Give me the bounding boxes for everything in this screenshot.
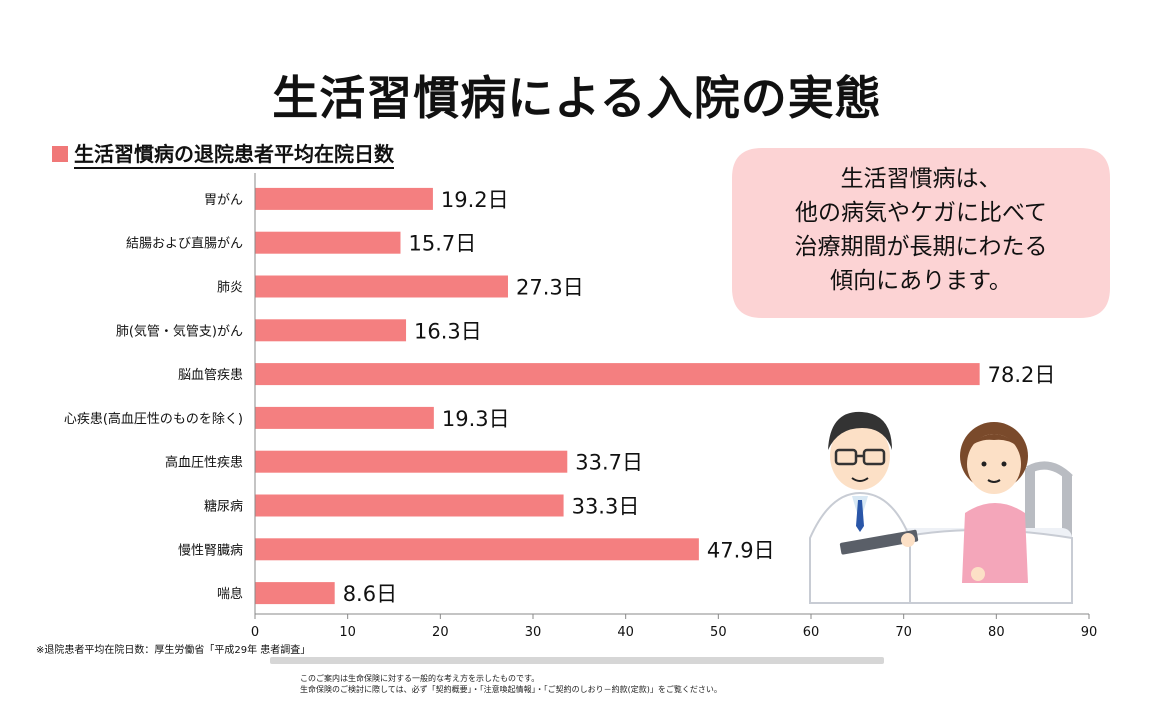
x-tick-label: 10 <box>339 625 356 640</box>
category-label: 慢性腎臓病 <box>178 542 243 558</box>
category-label: 結腸および直腸がん <box>126 237 243 252</box>
bar <box>255 538 699 561</box>
data-label: 33.7日 <box>575 451 643 475</box>
data-label: 78.2日 <box>988 363 1056 387</box>
category-label: 高血圧性疾患 <box>165 455 243 471</box>
source-note: ※退院患者平均在院日数：厚生労働省「平成29年 患者調査」 <box>36 645 311 656</box>
chart-subtitle: 生活習慣病の退院患者平均在院日数 <box>52 138 394 169</box>
bar <box>255 363 980 386</box>
category-label: 胃がん <box>204 193 243 208</box>
category-label: 喘息 <box>217 586 243 602</box>
category-label: 心疾患(高血圧性のものを除く) <box>64 411 243 427</box>
data-label: 16.3日 <box>414 319 482 343</box>
x-tick-label: 90 <box>1081 625 1098 640</box>
bar <box>255 450 568 473</box>
x-tick-label: 60 <box>803 625 820 640</box>
bar <box>255 231 401 254</box>
x-tick-label: 80 <box>988 625 1005 640</box>
data-label: 8.6日 <box>343 582 397 606</box>
page-title: 生活習慣病による入院の実態 <box>272 71 882 125</box>
data-label: 47.9日 <box>707 538 775 562</box>
disclaimer-line: 生命保険のご検討に際しては、必ず「契約概要」・「注意喚起情報」・「ご契約のしおり… <box>300 685 722 694</box>
category-label: 肺炎 <box>217 281 243 296</box>
chart-subtitle-text: 生活習慣病の退院患者平均在院日数 <box>74 142 394 169</box>
x-tick-label: 20 <box>432 625 449 640</box>
disclaimer-line: このご案内は生命保険に対する一般的な考え方を示したものです。 <box>300 674 540 683</box>
category-label: 糖尿病 <box>204 499 243 515</box>
callout-line: 治療期間が長期にわたる <box>794 234 1048 260</box>
speech-bubble <box>732 148 1110 318</box>
data-label: 33.3日 <box>572 495 640 519</box>
data-label: 19.2日 <box>441 188 509 212</box>
data-label: 19.3日 <box>442 407 510 431</box>
bar <box>255 275 508 298</box>
callout-text: 生活習慣病は、 他の病気やケガに比べて 治療期間が長期にわたる 傾向にあります。 <box>740 162 1102 298</box>
category-label: 肺(気管・気管支)がん <box>116 323 243 339</box>
x-tick-label: 30 <box>525 625 542 640</box>
bar <box>255 494 564 517</box>
bar <box>255 319 407 342</box>
bar <box>255 406 434 429</box>
bar <box>255 187 433 210</box>
x-tick-label: 50 <box>710 625 727 640</box>
square-bullet-icon <box>52 146 68 162</box>
x-tick-label: 40 <box>617 625 634 640</box>
doctor-patient-illustration <box>809 411 1073 604</box>
callout-line: 生活習慣病は、 <box>840 166 1002 192</box>
data-label: 27.3日 <box>516 276 584 300</box>
disclaimer: このご案内は生命保険に対する一般的な考え方を示したものです。 生命保険のご検討に… <box>300 673 722 695</box>
callout-line: 傾向にあります。 <box>830 268 1012 294</box>
callout-line: 他の病気やケガに比べて <box>794 200 1048 226</box>
horizontal-scrollbar[interactable] <box>270 657 884 664</box>
bar <box>255 582 335 605</box>
x-tick-label: 0 <box>251 625 259 640</box>
category-label: 脳血管疾患 <box>178 368 243 383</box>
data-label: 15.7日 <box>408 232 476 256</box>
x-tick-label: 70 <box>895 625 912 640</box>
